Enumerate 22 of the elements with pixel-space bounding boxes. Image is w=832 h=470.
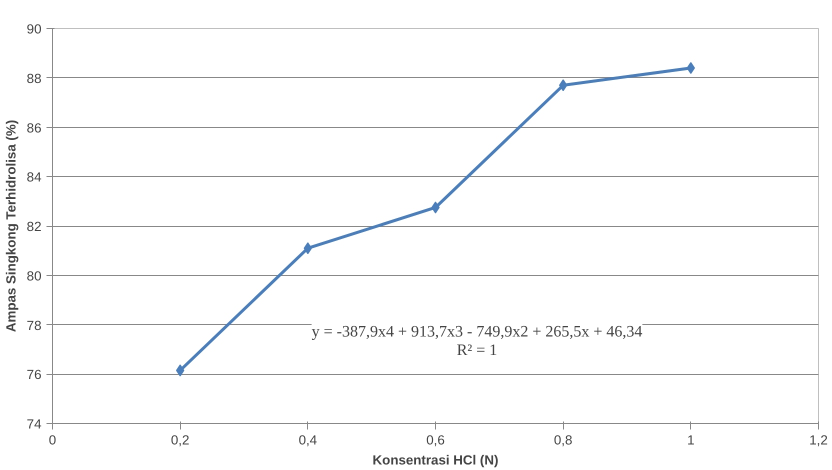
y-tick-label: 88 (26, 70, 42, 86)
x-tick-label: 0,4 (298, 432, 318, 448)
y-tick-label: 76 (26, 367, 42, 382)
x-tick-label: 0,6 (426, 432, 445, 448)
point (686, 62, 695, 74)
x-tick-label: 0 (48, 432, 56, 448)
y-tick-label: 90 (26, 22, 42, 36)
y-tick-label: 78 (26, 318, 42, 333)
annotation: y = -387,9x4 + 913,7x3 - 749,9x2 + 265,5x + 46,34 (312, 324, 642, 341)
x-tick-label: 1 (687, 432, 695, 448)
y-tick-label: 80 (26, 268, 42, 284)
y-axis-title: Ampas Singkong Terhidrolisa (%) (4, 120, 19, 332)
annotation: R² = 1 (456, 342, 498, 360)
y-tick-label: 86 (26, 120, 42, 136)
y-tick-label: 74 (26, 416, 42, 432)
x-tick-label: 1,2 (809, 432, 828, 448)
x-tick-label: 0,8 (554, 432, 572, 448)
y-tick-label: 84 (26, 170, 42, 185)
point (431, 201, 440, 214)
x-axis-title: Konsentrasi HCl (N) (372, 452, 498, 468)
y-tick-label: 82 (26, 219, 42, 234)
x-tick-label: 0,2 (170, 432, 190, 448)
